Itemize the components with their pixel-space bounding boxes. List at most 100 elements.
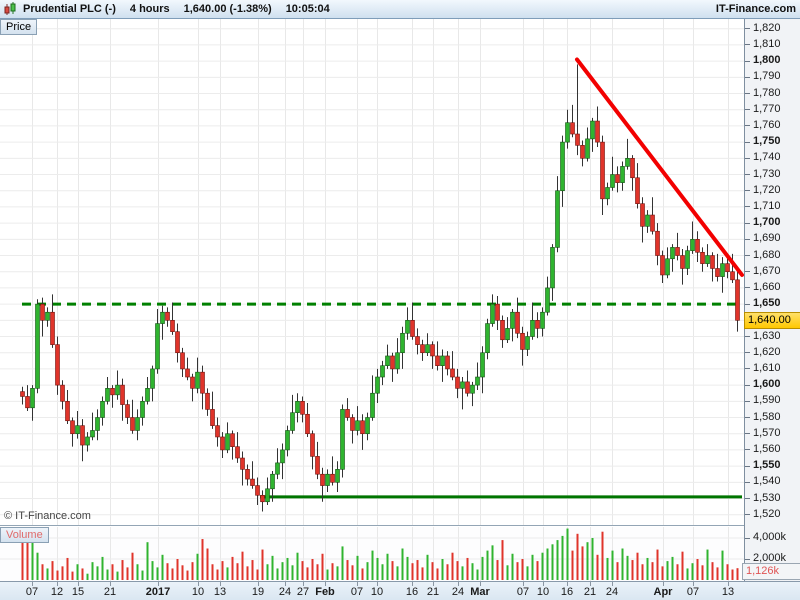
price-tick-label: 1,560 [753,442,781,455]
time-tick-label: 13 [213,586,227,598]
volume-tick-label: 2,000k [753,552,787,564]
time-tick-mark [258,582,259,586]
price-tick-mark [745,222,750,224]
time-tick-label: 07 [350,586,364,598]
price-tick-mark [745,498,750,500]
price-tick-mark [745,190,750,192]
time-tick-label: 16 [405,586,419,598]
price-tick-label: 1,620 [753,345,781,358]
instrument-name: Prudential PLC (-) [23,3,116,15]
volume-tick-label: 4,000k [753,531,787,543]
time-tick-label: 24 [605,586,619,598]
price-tick-label: 1,760 [753,118,781,131]
price-tick-label: 1,750 [753,135,781,148]
volume-chart-svg[interactable] [0,527,744,581]
price-tick-mark [745,449,750,451]
price-tick-label: 1,710 [753,199,781,212]
time-tick-mark [458,582,459,586]
time-tick-mark [198,582,199,586]
price-tick-label: 1,540 [753,475,781,488]
time-tick-mark [612,582,613,586]
tab-volume[interactable]: Volume [0,527,49,543]
time-tick-label: 07 [25,586,39,598]
price-tick-label: 1,790 [753,70,781,83]
price-tick-label: 1,630 [753,329,781,342]
price-tick-label: 1,670 [753,264,781,277]
time-tick-label: Feb [315,586,335,598]
time-tick-label: 21 [426,586,440,598]
price-tick-mark [745,271,750,273]
price-tick-mark [745,238,750,240]
price-tick-mark [745,206,750,208]
price-tick-mark [745,465,750,467]
time-tick-mark [377,582,378,586]
brand-label: IT-Finance.com [715,3,796,15]
price-tick-label: 1,520 [753,507,781,520]
price-tick-mark [745,384,750,386]
time-tick-label: 12 [50,586,64,598]
time-tick-label: 07 [686,586,700,598]
time-tick-mark [543,582,544,586]
time-tick-mark [57,582,58,586]
price-tick-mark [745,352,750,354]
price-tick-mark [745,28,750,30]
last-price-badge: 1,640.00 [744,312,800,330]
price-tick-mark [745,303,750,305]
price-tick-mark [745,287,750,289]
price-tick-mark [745,417,750,419]
price-tick-label: 1,580 [753,410,781,423]
price-tick-label: 1,570 [753,426,781,439]
tab-price[interactable]: Price [0,19,38,35]
price-tick-label: 1,820 [753,21,781,34]
price-tick-label: 1,590 [753,394,781,407]
time-tick-label: 10 [370,586,384,598]
time-tick-mark [78,582,79,586]
time-tick-mark [220,582,221,586]
price-tick-label: 1,600 [753,378,781,391]
time-tick-mark [110,582,111,586]
candlestick-icon [3,2,18,16]
price-tick-label: 1,610 [753,361,781,374]
price-tick-mark [745,433,750,435]
price-tick-label: 1,530 [753,491,781,504]
price-chart-svg[interactable] [0,19,744,525]
price-tick-label: 1,700 [753,216,781,229]
price-tick-label: 1,660 [753,280,781,293]
price-tick-mark [745,60,750,62]
time-tick-mark [693,582,694,586]
time-tick-mark [303,582,304,586]
time-tick-label: 21 [583,586,597,598]
volume-pane[interactable] [0,527,744,581]
time-tick-mark [663,582,664,586]
price-tick-mark [745,157,750,159]
price-tick-label: 1,720 [753,183,781,196]
time-tick-mark [32,582,33,586]
time-tick-label: 16 [560,586,574,598]
price-tick-label: 1,780 [753,86,781,99]
volume-bars-layer [21,528,739,580]
price-tick-mark [745,44,750,46]
price-tick-mark [745,109,750,111]
time-tick-mark [412,582,413,586]
price-tick-mark [745,400,750,402]
price-tick-label: 1,730 [753,167,781,180]
time-tick-mark [523,582,524,586]
time-tick-mark [357,582,358,586]
price-tick-label: 1,680 [753,248,781,261]
time-tick-label: 10 [536,586,550,598]
time-tick-label: 13 [721,586,735,598]
price-pane[interactable]: © IT-Finance.com [0,19,744,526]
price-tick-mark [745,76,750,78]
price-tick-mark [745,141,750,143]
time-tick-mark [567,582,568,586]
last-quote: 1,640.00 (-1.38%) [183,3,272,15]
price-tick-mark [745,336,750,338]
price-tick-label: 1,770 [753,102,781,115]
price-tick-mark [745,125,750,127]
timeframe-label: 4 hours [129,3,170,15]
time-tick-label: 15 [71,586,85,598]
time-tick-label: Mar [470,586,490,598]
trendline[interactable] [575,57,744,277]
time-tick-label: 21 [103,586,117,598]
